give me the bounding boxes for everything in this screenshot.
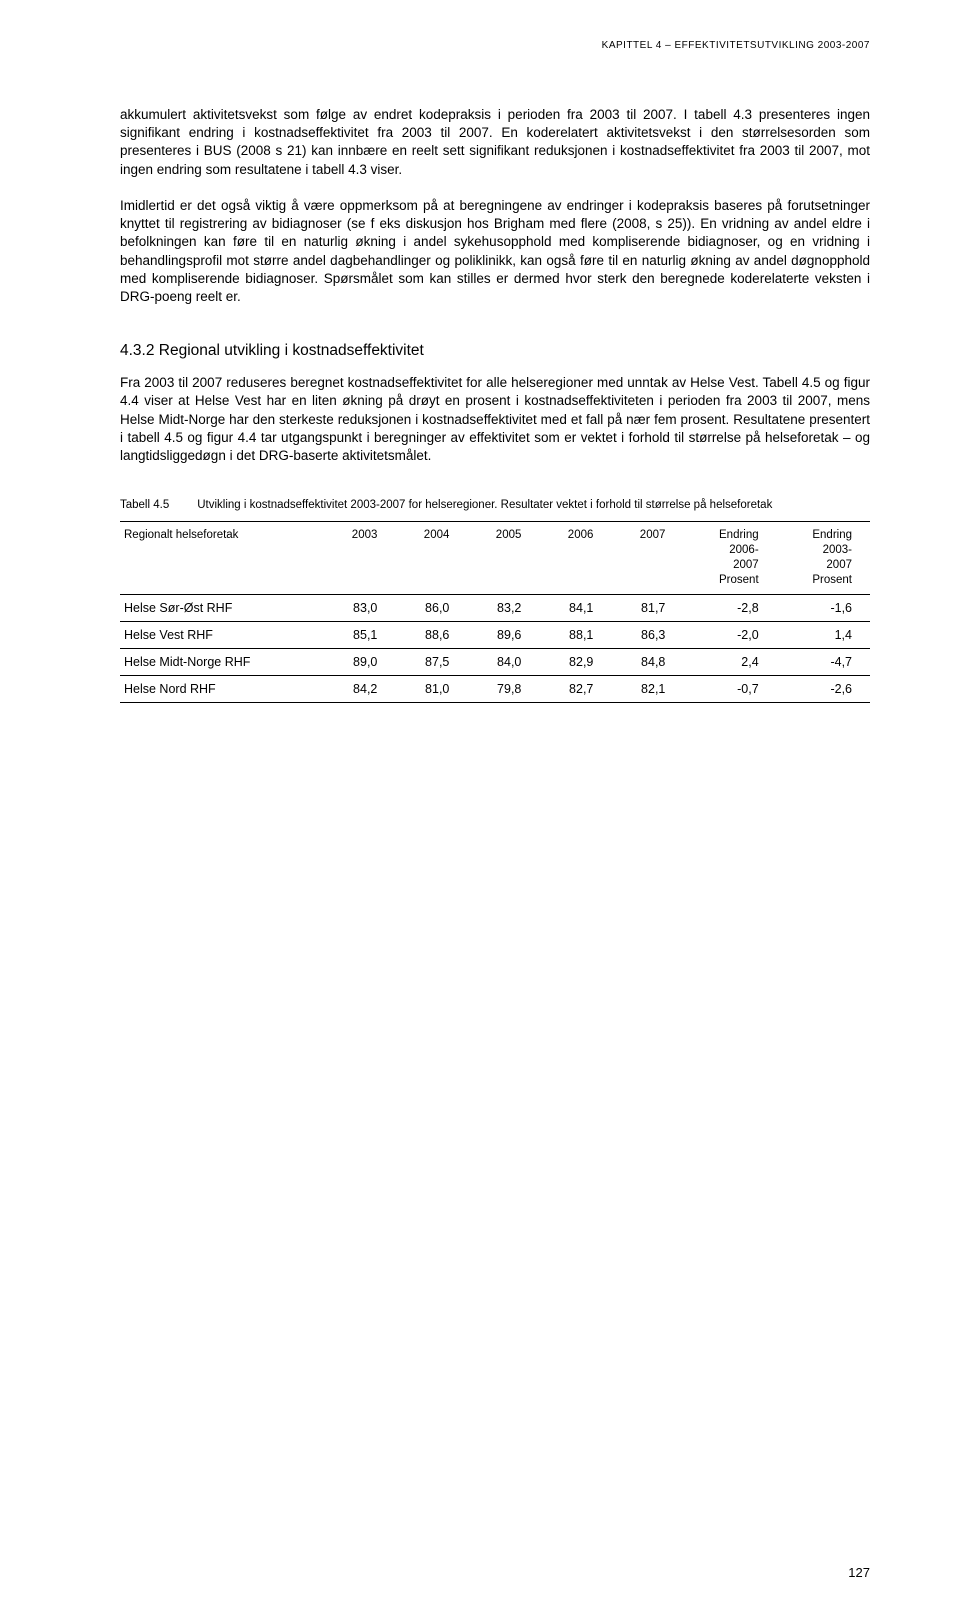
col-header: 2005 xyxy=(467,522,539,595)
col-header: Endring 2006- 2007 Prosent xyxy=(683,522,776,595)
table-header-row: Regionalt helseforetak 2003 2004 2005 20… xyxy=(120,522,870,595)
table-caption: Tabell 4.5 Utvikling i kostnadseffektivi… xyxy=(120,499,870,511)
table-row: Helse Sør-Øst RHF 83,0 86,0 83,2 84,1 81… xyxy=(120,595,870,622)
cell: 81,7 xyxy=(611,595,683,622)
cell: 84,8 xyxy=(611,649,683,676)
running-head: KAPITTEL 4 – EFFEKTIVITETSUTVIKLING 2003… xyxy=(120,40,870,51)
cell: 82,7 xyxy=(539,676,611,703)
cell: 86,0 xyxy=(395,595,467,622)
cell: 79,8 xyxy=(467,676,539,703)
document-page: KAPITTEL 4 – EFFEKTIVITETSUTVIKLING 2003… xyxy=(0,0,960,1608)
col-header: 2007 xyxy=(611,522,683,595)
row-label: Helse Vest RHF xyxy=(120,622,323,649)
col-header: 2006 xyxy=(539,522,611,595)
table-row: Helse Nord RHF 84,2 81,0 79,8 82,7 82,1 … xyxy=(120,676,870,703)
table-row: Helse Midt-Norge RHF 89,0 87,5 84,0 82,9… xyxy=(120,649,870,676)
cell: -2,0 xyxy=(683,622,776,649)
cell: -1,6 xyxy=(777,595,870,622)
col-header: 2004 xyxy=(395,522,467,595)
table-row: Helse Vest RHF 85,1 88,6 89,6 88,1 86,3 … xyxy=(120,622,870,649)
body-paragraph: akkumulert aktivitetsvekst som følge av … xyxy=(120,106,870,179)
cell: 89,0 xyxy=(323,649,395,676)
row-label: Helse Midt-Norge RHF xyxy=(120,649,323,676)
body-paragraph: Imidlertid er det også viktig å være opp… xyxy=(120,197,870,306)
cell: 82,9 xyxy=(539,649,611,676)
col-header: 2003 xyxy=(323,522,395,595)
col-header: Regionalt helseforetak xyxy=(120,522,323,595)
row-label: Helse Nord RHF xyxy=(120,676,323,703)
cell: 2,4 xyxy=(683,649,776,676)
cell: 81,0 xyxy=(395,676,467,703)
cell: 83,2 xyxy=(467,595,539,622)
page-number: 127 xyxy=(848,1565,870,1580)
cell: 86,3 xyxy=(611,622,683,649)
body-paragraph: Fra 2003 til 2007 reduseres beregnet kos… xyxy=(120,374,870,465)
row-label: Helse Sør-Øst RHF xyxy=(120,595,323,622)
section-heading: 4.3.2 Regional utvikling i kostnadseffek… xyxy=(120,342,870,360)
cell: 84,2 xyxy=(323,676,395,703)
cell: 84,0 xyxy=(467,649,539,676)
cell: 83,0 xyxy=(323,595,395,622)
table-caption-text: Utvikling i kostnadseffektivitet 2003-20… xyxy=(197,499,772,511)
cell: -0,7 xyxy=(683,676,776,703)
table-caption-number: Tabell 4.5 xyxy=(120,499,169,511)
cell: 87,5 xyxy=(395,649,467,676)
col-header: Endring 2003- 2007 Prosent xyxy=(777,522,870,595)
cell: 1,4 xyxy=(777,622,870,649)
cell: 88,6 xyxy=(395,622,467,649)
cell: -2,6 xyxy=(777,676,870,703)
cell: 85,1 xyxy=(323,622,395,649)
cell: 82,1 xyxy=(611,676,683,703)
cell: 84,1 xyxy=(539,595,611,622)
cell: -4,7 xyxy=(777,649,870,676)
data-table: Regionalt helseforetak 2003 2004 2005 20… xyxy=(120,521,870,703)
cell: 89,6 xyxy=(467,622,539,649)
cell: -2,8 xyxy=(683,595,776,622)
cell: 88,1 xyxy=(539,622,611,649)
